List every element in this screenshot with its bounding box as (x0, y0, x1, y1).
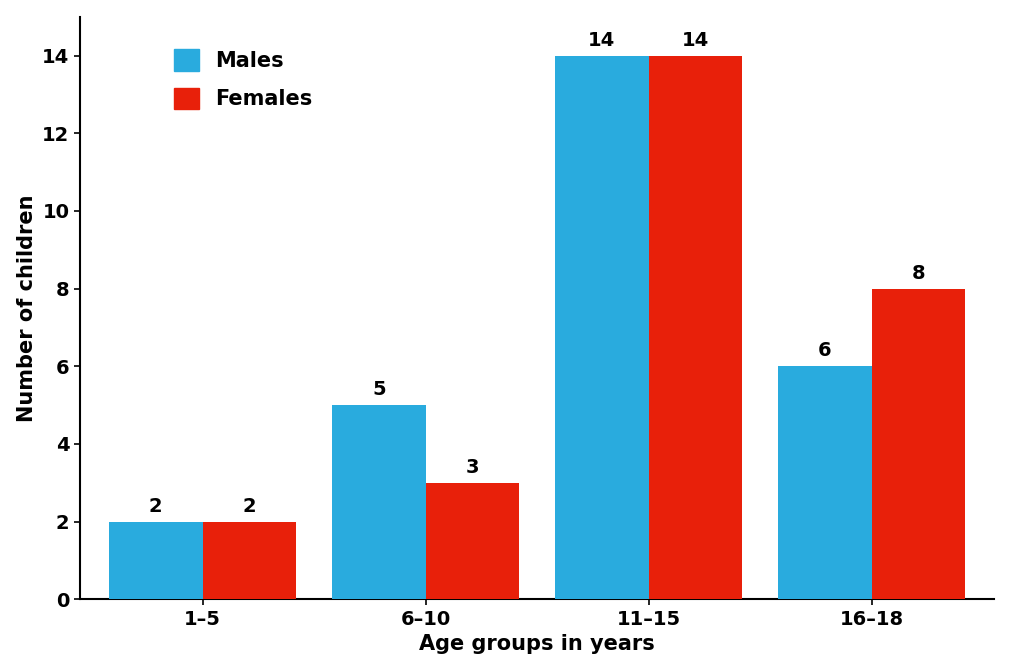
Bar (555, 56, 649, 599)
Y-axis label: Number of children: Number of children (16, 195, 36, 422)
Text: 6: 6 (818, 342, 832, 360)
Text: 2: 2 (243, 497, 256, 516)
Bar (109, 521, 202, 599)
Text: 14: 14 (681, 31, 709, 50)
Bar (202, 521, 296, 599)
Text: 3: 3 (466, 458, 479, 477)
X-axis label: Age groups in years: Age groups in years (420, 634, 655, 654)
Bar (332, 405, 426, 599)
Text: 2: 2 (149, 497, 163, 516)
Text: 8: 8 (912, 264, 925, 282)
Bar (871, 289, 966, 599)
Text: 14: 14 (588, 31, 616, 50)
Bar (426, 483, 520, 599)
Bar (778, 366, 871, 599)
Legend: Males, Females: Males, Females (164, 39, 324, 119)
Bar (649, 56, 742, 599)
Text: 5: 5 (372, 380, 385, 399)
